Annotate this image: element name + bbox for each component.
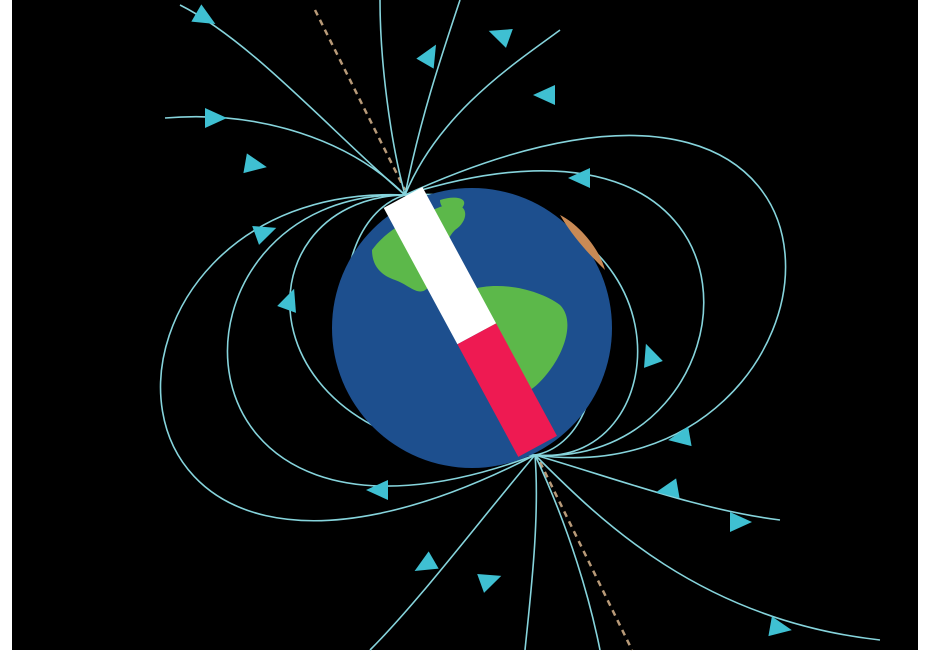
field-line [159,194,536,522]
field-line [226,194,536,487]
field-line [534,454,601,651]
field-arrow [416,44,436,69]
field-line [404,170,705,457]
axis-bottom [538,461,634,651]
field-line [404,0,461,196]
field-arrow [414,551,439,571]
field-line [369,454,536,651]
field-line [534,454,781,521]
axis-top [313,9,407,191]
magnet-north [383,186,497,345]
field-arrow [366,480,388,500]
field-arrow [205,108,227,128]
field-arrow [477,574,502,593]
field-arrow [768,616,792,637]
field-arrow [488,29,513,48]
field-arrow [668,426,692,447]
field-arrow [656,478,680,499]
magnet-south [457,323,557,457]
field-line [534,454,881,641]
south-america [466,285,568,393]
field-line [524,454,538,651]
field-arrow [644,343,663,368]
field-line [404,134,787,459]
field-line [404,29,561,196]
field-line [379,0,406,196]
field-arrows [191,4,792,637]
africa-edge [560,215,605,270]
field-arrow [252,226,277,245]
field-arrow [533,85,555,105]
field-arrow [730,512,752,532]
bar-magnet [383,186,557,457]
geographic-axis [313,9,634,651]
greenland [440,197,465,212]
field-arrow [243,153,267,174]
field-line [164,115,406,196]
field-arrow [277,288,296,313]
field-arrow [568,168,590,188]
field-arrow [191,4,216,24]
